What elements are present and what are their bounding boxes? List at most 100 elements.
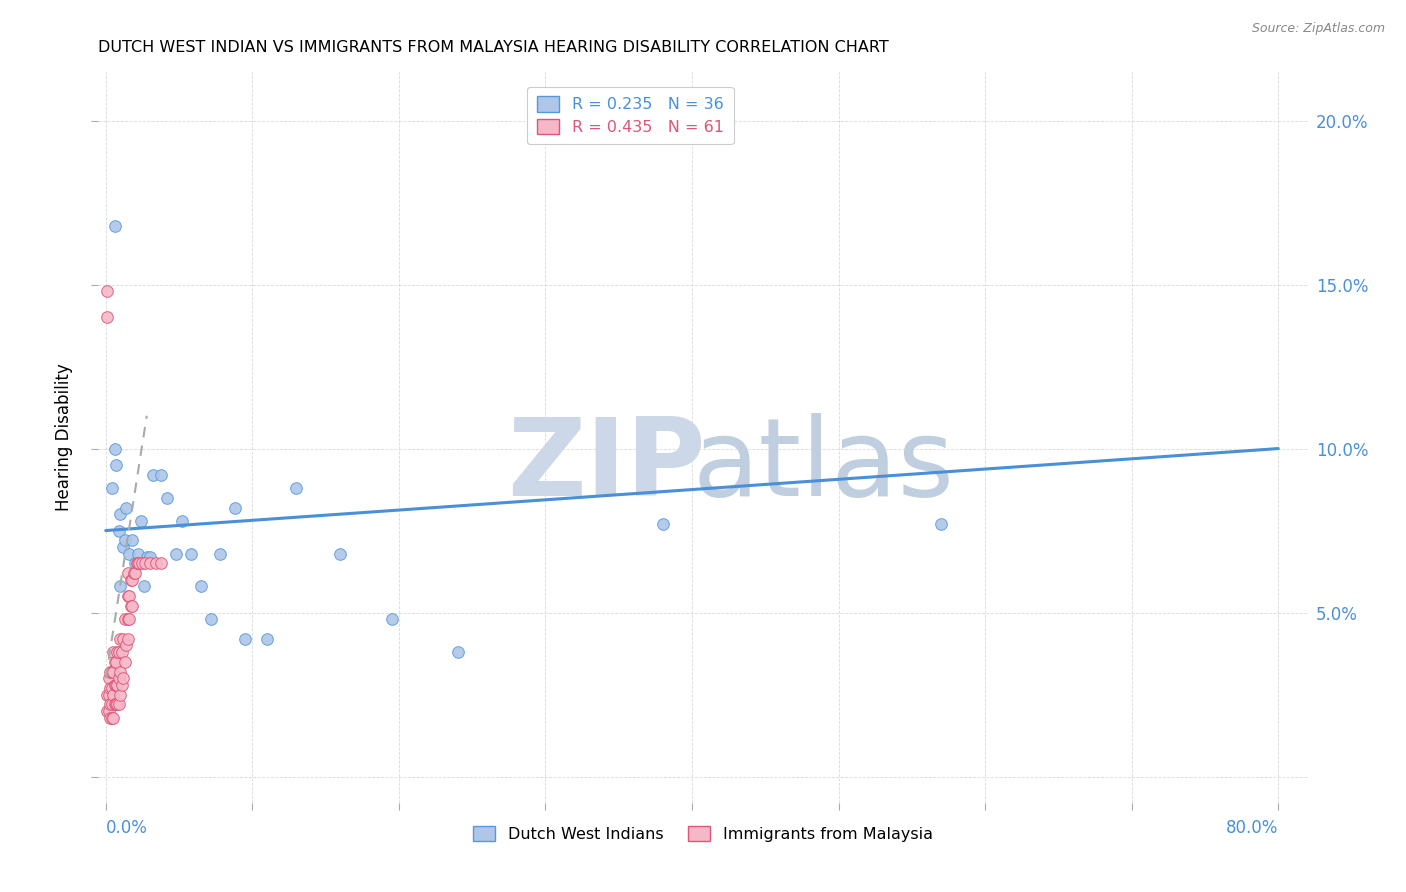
- Point: [380, 612, 402, 626]
- Point: [929, 516, 952, 531]
- Text: 0.0%: 0.0%: [105, 819, 148, 837]
- Point: [132, 579, 155, 593]
- Point: [105, 655, 128, 669]
- Point: [111, 678, 134, 692]
- Point: [108, 671, 131, 685]
- Point: [101, 688, 124, 702]
- Point: [114, 612, 136, 626]
- Point: [125, 557, 148, 571]
- Point: [256, 632, 278, 646]
- Point: [120, 599, 142, 613]
- Text: DUTCH WEST INDIAN VS IMMIGRANTS FROM MALAYSIA HEARING DISABILITY CORRELATION CHA: DUTCH WEST INDIAN VS IMMIGRANTS FROM MAL…: [98, 40, 889, 55]
- Point: [100, 481, 122, 495]
- Point: [118, 612, 141, 626]
- Point: [117, 589, 139, 603]
- Point: [98, 681, 121, 695]
- Point: [96, 704, 118, 718]
- Point: [446, 645, 468, 659]
- Point: [110, 665, 132, 679]
- Point: [108, 645, 131, 659]
- Point: [110, 579, 132, 593]
- Point: [233, 632, 256, 646]
- Point: [103, 219, 125, 233]
- Point: [142, 467, 165, 482]
- Point: [101, 645, 124, 659]
- Point: [101, 710, 124, 724]
- Point: [138, 557, 160, 571]
- Legend: Dutch West Indians, Immigrants from Malaysia: Dutch West Indians, Immigrants from Mala…: [465, 818, 941, 850]
- Point: [156, 491, 179, 505]
- Point: [97, 688, 120, 702]
- Point: [107, 698, 129, 712]
- Point: [112, 671, 135, 685]
- Point: [96, 688, 118, 702]
- Point: [110, 688, 132, 702]
- Point: [118, 589, 141, 603]
- Text: 80.0%: 80.0%: [1226, 819, 1278, 837]
- Text: atlas: atlas: [693, 413, 955, 519]
- Point: [180, 547, 202, 561]
- Point: [110, 507, 132, 521]
- Point: [103, 655, 125, 669]
- Point: [127, 557, 149, 571]
- Point: [103, 442, 125, 456]
- Point: [100, 681, 122, 695]
- Point: [110, 632, 132, 646]
- Point: [117, 566, 139, 581]
- Point: [96, 310, 118, 325]
- Point: [209, 547, 232, 561]
- Point: [127, 547, 149, 561]
- Point: [134, 557, 156, 571]
- Point: [121, 573, 143, 587]
- Point: [105, 678, 128, 692]
- Point: [115, 500, 138, 515]
- Point: [108, 698, 131, 712]
- Point: [170, 514, 193, 528]
- Point: [97, 671, 120, 685]
- Point: [200, 612, 222, 626]
- Point: [105, 458, 128, 472]
- Point: [112, 540, 135, 554]
- Point: [103, 698, 125, 712]
- Point: [103, 678, 125, 692]
- Point: [100, 698, 122, 712]
- Point: [98, 665, 121, 679]
- Point: [97, 704, 120, 718]
- Point: [129, 514, 152, 528]
- Point: [124, 557, 146, 571]
- Point: [111, 645, 134, 659]
- Point: [224, 500, 246, 515]
- Point: [651, 516, 673, 531]
- Point: [108, 524, 131, 538]
- Point: [121, 533, 143, 548]
- Point: [135, 549, 157, 564]
- Point: [124, 566, 146, 581]
- Point: [100, 665, 122, 679]
- Point: [114, 655, 136, 669]
- Point: [145, 557, 167, 571]
- Point: [128, 557, 150, 571]
- Point: [131, 557, 153, 571]
- Point: [115, 638, 138, 652]
- Point: [117, 632, 139, 646]
- Point: [96, 284, 118, 298]
- Point: [98, 698, 121, 712]
- Point: [150, 557, 173, 571]
- Y-axis label: Hearing Disability: Hearing Disability: [55, 363, 73, 511]
- Point: [101, 665, 124, 679]
- Point: [100, 710, 122, 724]
- Point: [107, 645, 129, 659]
- Point: [285, 481, 308, 495]
- Text: Source: ZipAtlas.com: Source: ZipAtlas.com: [1251, 22, 1385, 36]
- Point: [112, 632, 135, 646]
- Point: [117, 612, 139, 626]
- Text: ZIP: ZIP: [508, 413, 706, 519]
- Point: [120, 573, 142, 587]
- Point: [121, 599, 143, 613]
- Point: [114, 533, 136, 548]
- Point: [138, 549, 160, 564]
- Point: [165, 547, 187, 561]
- Point: [118, 547, 141, 561]
- Point: [329, 547, 352, 561]
- Point: [98, 710, 121, 724]
